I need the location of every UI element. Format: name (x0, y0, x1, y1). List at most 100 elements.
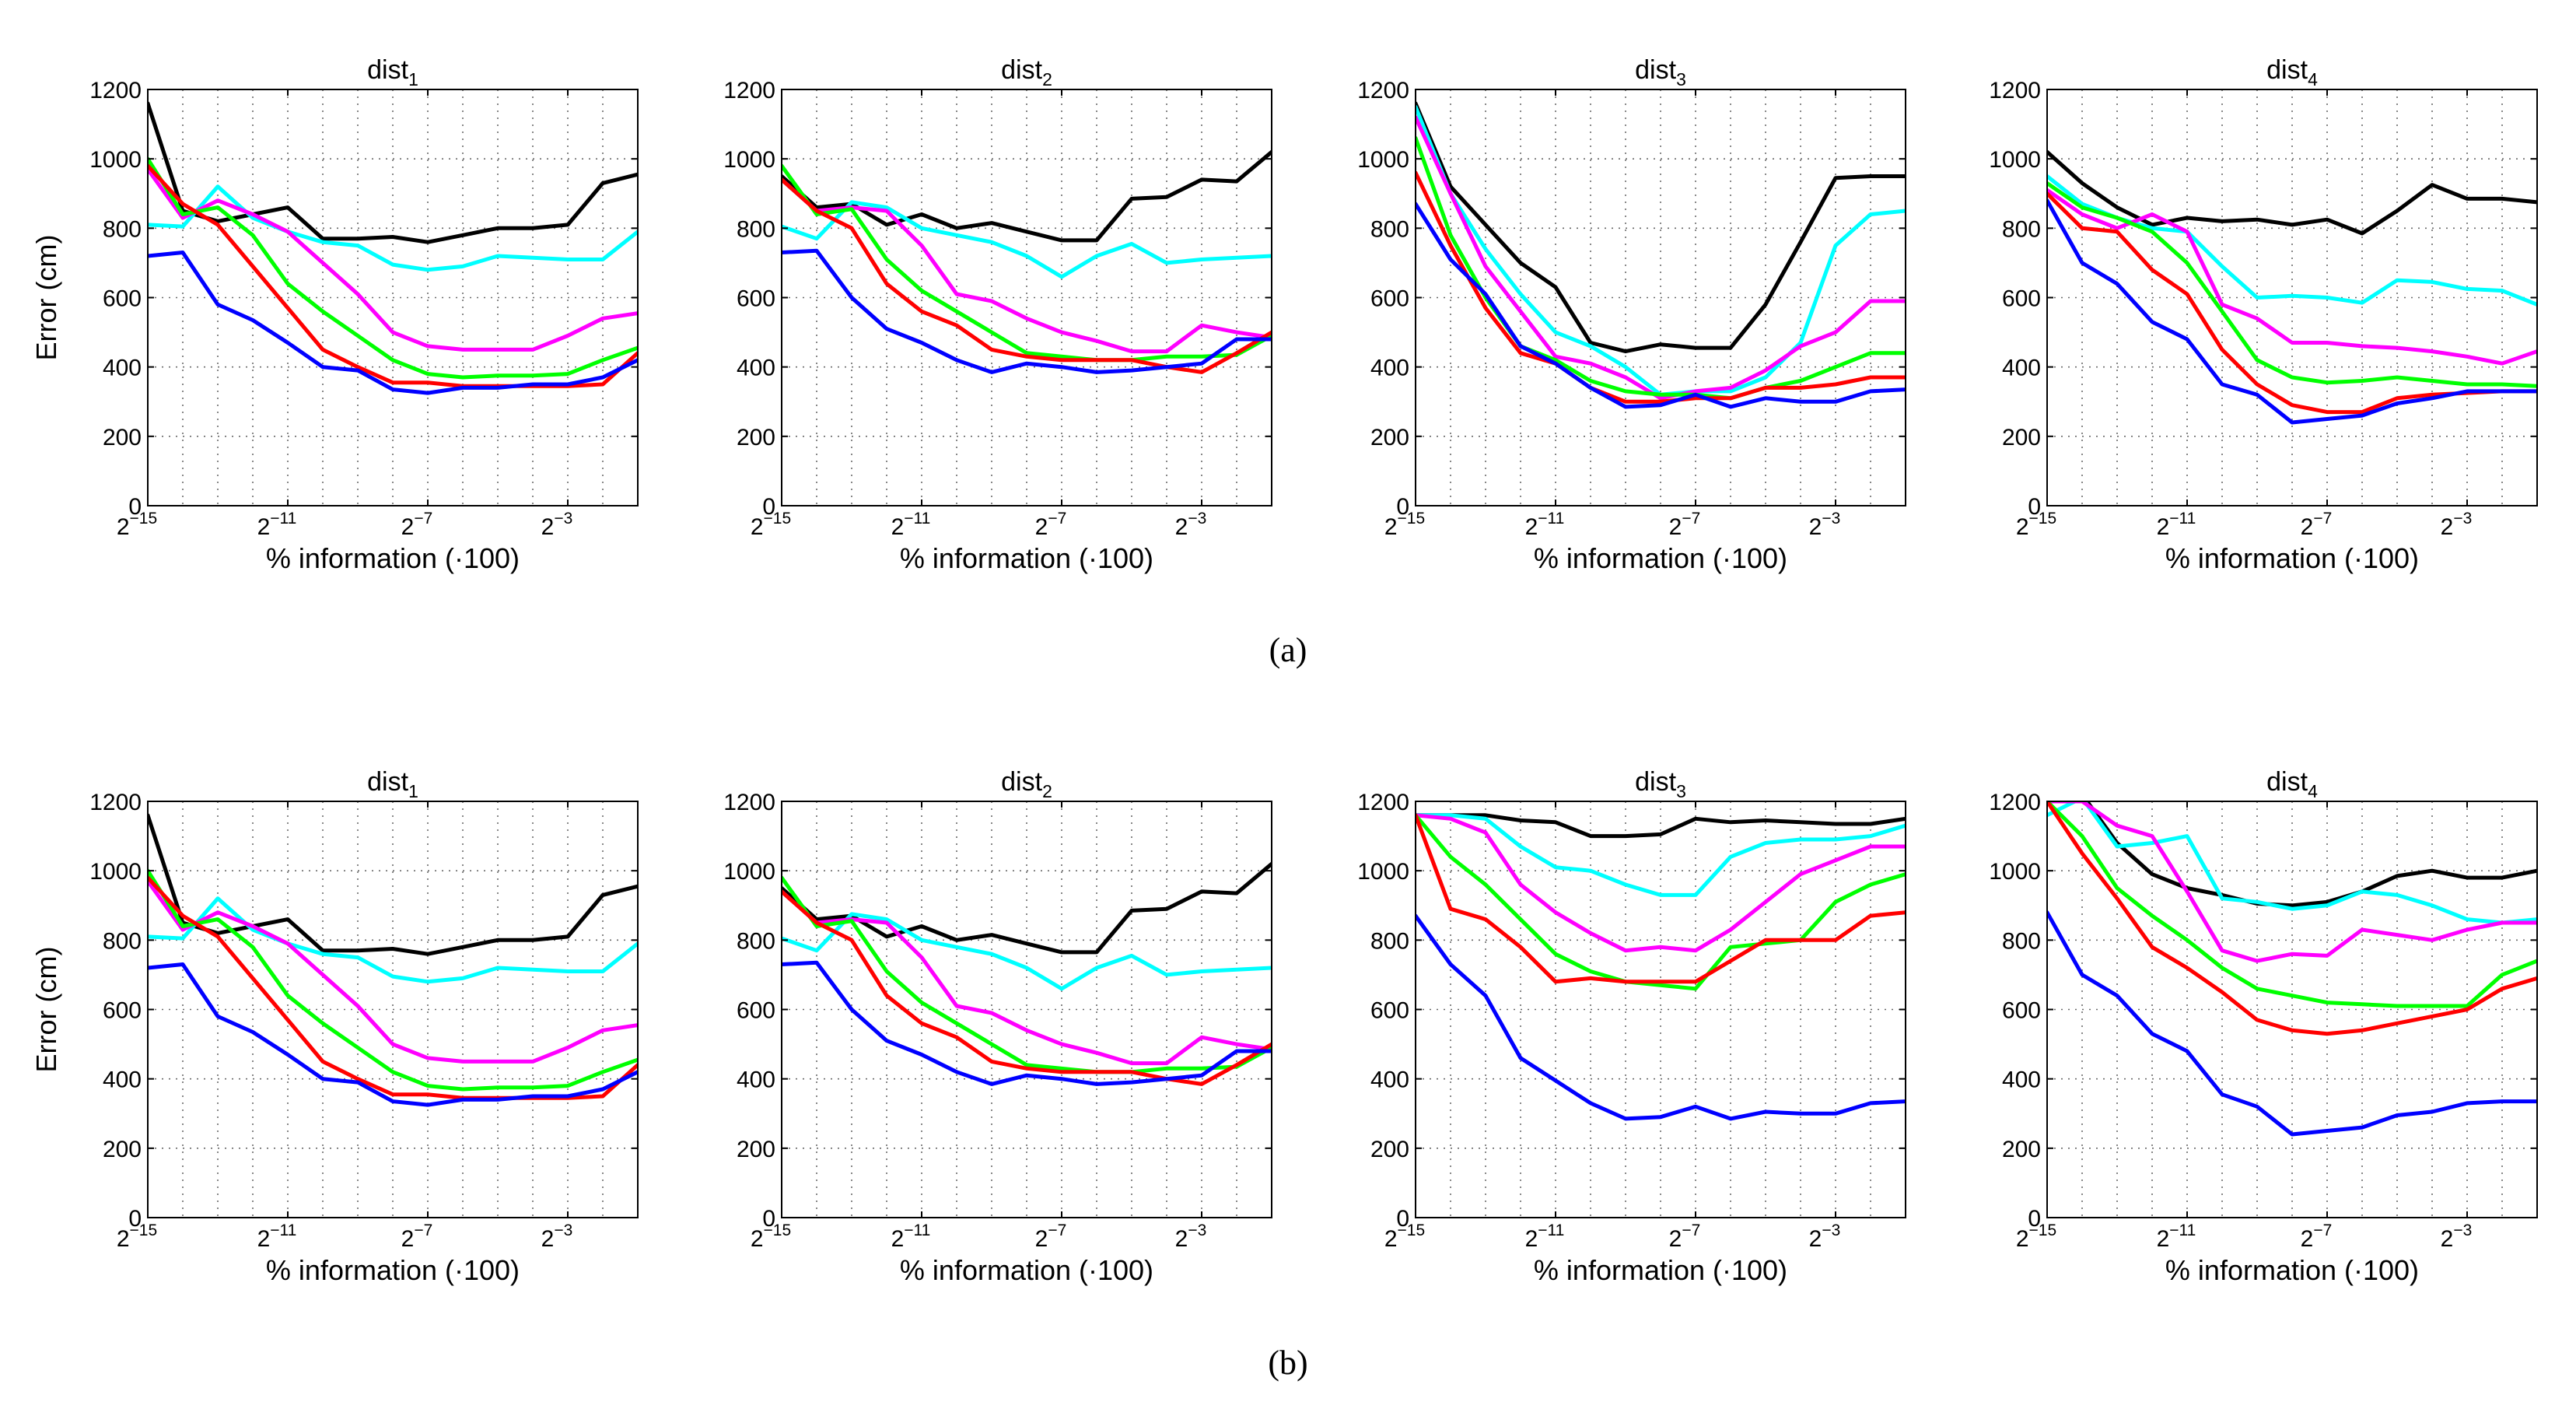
x-tick-label: 2−15 (117, 510, 157, 540)
series-line-black (1416, 813, 1906, 839)
series-line-blue (782, 248, 1272, 374)
series-line-blue (782, 960, 1272, 1086)
grid (1416, 801, 1906, 1218)
panel-title: dist1 (367, 55, 418, 89)
series-line-blue (148, 251, 638, 395)
series-line-red (148, 163, 638, 388)
x-tick-label: 2−3 (1175, 510, 1207, 540)
y-tick-label: 600 (1370, 998, 1409, 1024)
series-line-black (148, 101, 638, 244)
panel-a2: 0 200 400 600 800 1000 1200 2−15 2−11 2−7 2−3 dist2… (723, 55, 1272, 574)
y-tick-label: 200 (1370, 1137, 1409, 1162)
y-tick-label: 1200 (1989, 78, 2041, 103)
y-tick-label: 200 (737, 1137, 775, 1162)
y-tick-label: 0 (128, 494, 142, 520)
series-line-black (782, 861, 1272, 955)
y-tick-label: 1000 (1357, 147, 1409, 173)
series-line-green (2047, 181, 2537, 388)
series-line-cyan (2047, 801, 2537, 925)
series-line-magenta (148, 167, 638, 352)
series-line-cyan (782, 200, 1272, 279)
series-line-green (148, 156, 638, 380)
grid (782, 801, 1272, 1218)
y-tick-label: 200 (103, 1137, 142, 1162)
caption-a: (a) (1269, 631, 1307, 669)
y-tick-label: 200 (2002, 425, 2041, 450)
x-axis-label: % information (·100) (2165, 542, 2419, 574)
series-group (2047, 149, 2537, 425)
y-tick-label: 1200 (89, 78, 142, 103)
series-line-magenta (148, 879, 638, 1064)
series-line-blue (1416, 202, 1906, 409)
y-tick-label: 200 (103, 425, 142, 450)
y-tick-label: 0 (128, 1206, 142, 1232)
y-tick-label: 800 (103, 928, 142, 954)
y-tick-label: 800 (1370, 928, 1409, 954)
x-axis-label: % information (·100) (1534, 542, 1787, 574)
y-tick-label: 400 (103, 356, 142, 381)
series-line-blue (1416, 913, 1906, 1121)
series-group (1416, 101, 1906, 409)
y-tick-label: 0 (1396, 1206, 1409, 1232)
grid (782, 89, 1272, 506)
y-tick-label: 0 (762, 494, 775, 520)
y-tick-label: 400 (1370, 1067, 1409, 1093)
y-tick-label: 0 (2028, 494, 2041, 520)
series-line-green (2047, 801, 2537, 1008)
series-line-red (782, 177, 1272, 374)
series-line-magenta (1416, 115, 1906, 401)
x-tick-label: 2−15 (1384, 510, 1425, 540)
series-group (1416, 813, 1906, 1121)
y-tick-label: 800 (103, 216, 142, 242)
y-tick-label: 1200 (1989, 790, 2041, 815)
series-line-blue (2047, 198, 2537, 425)
x-tick-label: 2−11 (2157, 510, 2196, 540)
x-tick-label: 2−11 (891, 1221, 931, 1252)
x-tick-label: 2−3 (541, 1221, 573, 1252)
x-tick-label: 2−15 (2016, 1221, 2056, 1252)
x-axis-label: % information (·100) (266, 1254, 520, 1286)
y-tick-label: 1000 (723, 859, 775, 885)
y-tick-label: 600 (103, 998, 142, 1024)
x-tick-label: 2−3 (1809, 510, 1841, 540)
panel-a4: 0 200 400 600 800 1000 1200 2−15 2−11 2−7 2−3 dist4… (1989, 55, 2538, 574)
x-tick-label: 2−15 (751, 510, 791, 540)
x-tick-label: 2−11 (257, 510, 297, 540)
y-tick-label: 600 (2002, 286, 2041, 312)
y-tick-label: 0 (2028, 1206, 2041, 1232)
x-tick-label: 2−7 (401, 510, 433, 540)
x-tick-label: 2−15 (751, 1221, 791, 1252)
x-tick-label: 2−15 (2016, 510, 2056, 540)
series-line-red (1416, 813, 1906, 984)
series-line-red (2047, 801, 2537, 1036)
x-tick-label: 2−7 (1669, 510, 1701, 540)
y-tick-label: 400 (737, 356, 775, 381)
series-line-green (782, 163, 1272, 363)
y-tick-label: 600 (737, 998, 775, 1024)
panel-b1: 0 200 400 600 800 1000 1200 2−15 2−11 2−7 2−3 dist1… (30, 767, 639, 1286)
panel-title: dist1 (367, 767, 418, 801)
y-tick-label: 1200 (1357, 78, 1409, 103)
y-tick-label: 200 (1370, 425, 1409, 450)
series-line-cyan (782, 912, 1272, 991)
series-group (148, 813, 638, 1107)
y-tick-label: 600 (103, 286, 142, 312)
series-group (148, 101, 638, 395)
y-tick-label: 400 (1370, 356, 1409, 381)
y-tick-label: 1200 (89, 790, 142, 815)
y-tick-label: 1200 (723, 790, 775, 815)
panel-a3: 0 200 400 600 800 1000 1200 2−15 2−11 2−7 2−3 dist3… (1357, 55, 1906, 574)
y-tick-label: 1000 (1989, 859, 2041, 885)
panels: 0 200 400 600 800 1000 1200 2−15 2−11 2−7 2−3 dist1… (30, 55, 2538, 1286)
y-tick-label: 600 (2002, 998, 2041, 1024)
y-axis-label: Error (cm) (30, 947, 62, 1073)
x-tick-label: 2−7 (401, 1221, 433, 1252)
y-axis-label: Error (cm) (30, 235, 62, 361)
x-tick-label: 2−11 (1525, 510, 1565, 540)
grid (1416, 89, 1906, 506)
grid (148, 89, 638, 506)
series-line-magenta (782, 889, 1272, 1066)
panel-title: dist4 (2266, 55, 2318, 89)
x-tick-label: 2−11 (257, 1221, 297, 1252)
grid (148, 801, 638, 1218)
